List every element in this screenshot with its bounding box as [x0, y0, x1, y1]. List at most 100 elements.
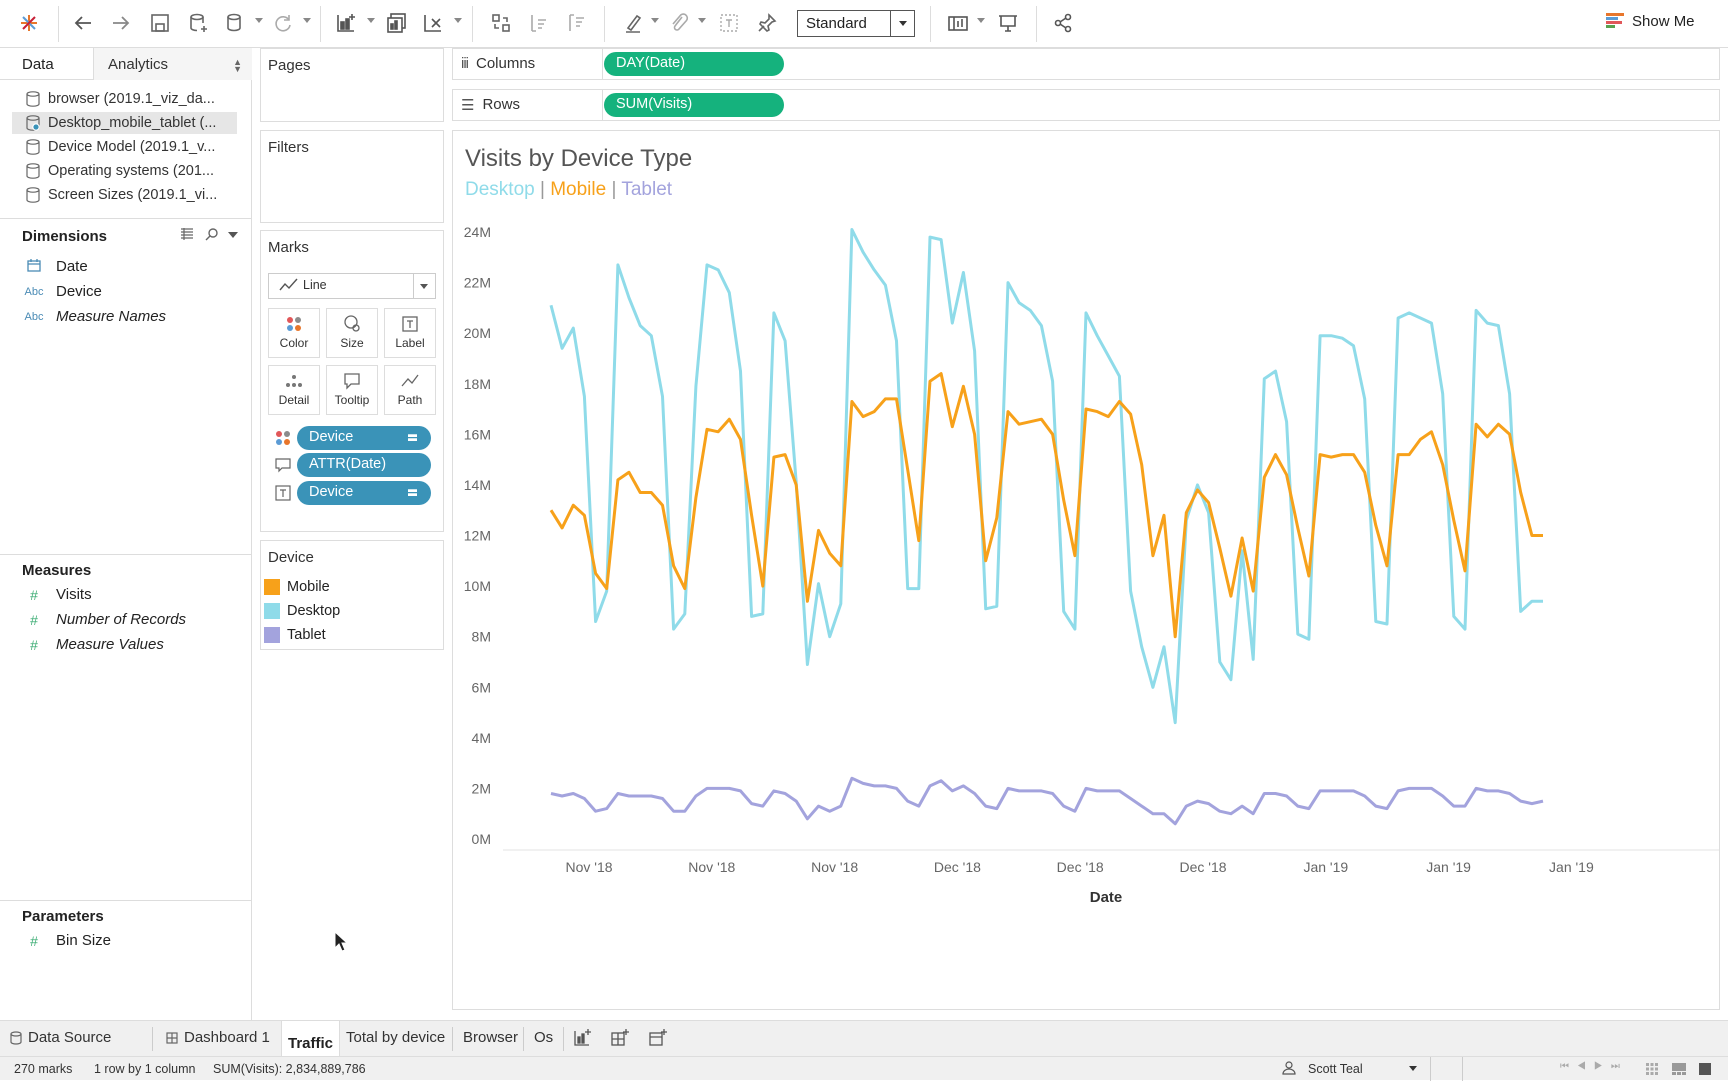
tab-analytics[interactable]: Analytics ▲ ▼: [94, 48, 252, 80]
swap-rows-columns-icon[interactable]: [488, 10, 514, 36]
save-icon[interactable]: [147, 10, 173, 36]
tooltip-label: Tooltip: [334, 393, 370, 407]
measure-field[interactable]: # Measure Values: [24, 636, 164, 653]
filters-card[interactable]: Filters: [260, 130, 444, 223]
fit-select-value: Standard: [806, 15, 867, 32]
user-icon: [1282, 1061, 1296, 1078]
filmstrip-icon[interactable]: [1671, 1062, 1687, 1079]
new-worksheet-icon[interactable]: [333, 10, 359, 36]
tooltip-encoding-icon: [275, 458, 291, 477]
group-members-icon[interactable]: [666, 10, 692, 36]
sort-descending-icon[interactable]: [564, 10, 590, 36]
series-line-desktop[interactable]: [549, 228, 1543, 725]
x-tick-label: Dec '18: [1057, 859, 1104, 875]
calendar-icon: [24, 258, 44, 275]
measure-field[interactable]: # Number of Records: [24, 611, 186, 628]
path-button[interactable]: Path: [384, 365, 436, 415]
fix-axes-icon[interactable]: [754, 10, 780, 36]
show-mark-labels-icon[interactable]: [716, 10, 742, 36]
tabs-view-icon[interactable]: [1698, 1062, 1712, 1079]
refresh-icon[interactable]: [270, 10, 296, 36]
string-type-icon: Abc: [24, 310, 44, 323]
data-source-item[interactable]: browser (2019.1_viz_da...: [12, 88, 237, 110]
dimension-field[interactable]: Date: [24, 258, 88, 275]
presentation-mode-icon[interactable]: [995, 10, 1021, 36]
detail-button[interactable]: Detail: [268, 365, 320, 415]
view-list-icon[interactable]: [180, 227, 194, 241]
viz-area[interactable]: Visits by Device Type Desktop | Mobile |…: [452, 130, 1720, 1010]
mouse-cursor-icon: [334, 930, 349, 956]
user-menu-caret-icon[interactable]: [1409, 1066, 1417, 1071]
sort-ascending-icon[interactable]: [526, 10, 552, 36]
y-tick-label: 0M: [472, 831, 491, 847]
clear-sheet-icon[interactable]: [420, 10, 446, 36]
show-me-button[interactable]: Show Me: [1606, 12, 1695, 30]
columns-pill-day-date[interactable]: DAY(Date): [604, 52, 784, 76]
color-button[interactable]: Color: [268, 308, 320, 358]
new-worksheet-tab-icon[interactable]: [573, 1028, 593, 1051]
measures-title: Measures: [22, 562, 92, 579]
legend-swatch: [264, 603, 280, 619]
pause-updates-icon[interactable]: [222, 10, 248, 36]
data-source-item[interactable]: Operating systems (201...: [12, 160, 237, 182]
tab-data[interactable]: Data: [0, 48, 94, 80]
parameter-field[interactable]: # Bin Size: [24, 932, 111, 949]
measure-label: Visits: [56, 586, 92, 603]
rows-shelf[interactable]: ☰ Rows SUM(Visits): [452, 89, 1720, 121]
mark-type-select[interactable]: Line: [268, 273, 436, 299]
size-label: Size: [340, 336, 364, 350]
data-source-item[interactable]: Device Model (2019.1_v...: [12, 136, 237, 158]
data-source-label: browser (2019.1_viz_da...: [48, 91, 215, 107]
dimensions-menu-caret-icon[interactable]: [228, 232, 238, 238]
tab-os[interactable]: Os: [534, 1029, 553, 1046]
duplicate-sheet-icon[interactable]: [384, 10, 410, 36]
size-button[interactable]: Size: [326, 308, 378, 358]
tableau-logo-icon[interactable]: [16, 10, 42, 36]
undo-icon[interactable]: [70, 10, 96, 36]
share-icon[interactable]: [1050, 10, 1076, 36]
tab-traffic[interactable]: Traffic: [281, 1021, 341, 1057]
label-button[interactable]: Label: [384, 308, 436, 358]
measure-field[interactable]: # Visits: [24, 586, 92, 603]
tab-dashboard-1[interactable]: Dashboard 1: [166, 1029, 270, 1046]
dimension-field[interactable]: Abc Device: [24, 283, 102, 300]
series-line-tablet[interactable]: [550, 776, 1544, 826]
highlight-icon[interactable]: [620, 10, 646, 36]
tab-total-by-device[interactable]: Total by device: [346, 1029, 445, 1046]
marks-pill-label-device[interactable]: Device ▬ ▬: [297, 481, 431, 505]
line-chart[interactable]: 0M 2M 4M 6M 8M 10M 12M 14M 16M 18M 20M 22M 24M Nov '1…: [453, 131, 1719, 1009]
rows-pill-sum-visits[interactable]: SUM(Visits): [604, 93, 784, 117]
data-source-label: Device Model (2019.1_v...: [48, 139, 216, 155]
subtitle-part: Tablet: [621, 179, 673, 200]
sheet-navigation-icon[interactable]: ⏮◀▶⏭: [1560, 1061, 1628, 1072]
data-source-tab[interactable]: Data Source: [10, 1029, 111, 1046]
data-source-item[interactable]: Screen Sizes (2019.1_vi...: [12, 184, 237, 206]
data-source-label: Data Source: [28, 1029, 112, 1046]
fit-select[interactable]: Standard: [797, 10, 915, 37]
path-label: Path: [397, 393, 423, 407]
legend-item[interactable]: Desktop: [264, 603, 340, 619]
database-icon: [26, 187, 40, 203]
y-tick-label: 22M: [464, 275, 491, 291]
data-source-item[interactable]: Desktop_mobile_tablet (...: [12, 112, 237, 134]
dimension-field[interactable]: Abc Measure Names: [24, 308, 167, 325]
marks-card-title: Marks: [268, 239, 309, 256]
marks-pill-color-device[interactable]: Device ▬ ▬: [297, 426, 431, 450]
legend-item[interactable]: Mobile: [264, 579, 330, 595]
search-icon[interactable]: [205, 227, 219, 241]
tooltip-button[interactable]: Tooltip: [326, 365, 378, 415]
redo-icon[interactable]: [108, 10, 134, 36]
new-data-source-icon[interactable]: [185, 10, 211, 36]
columns-shelf[interactable]: iii Columns DAY(Date): [452, 48, 1720, 80]
series-line-mobile[interactable]: [549, 372, 1543, 639]
legend-item[interactable]: Tablet: [264, 627, 326, 643]
sheet-sorter-icon[interactable]: [1645, 1062, 1659, 1079]
status-user[interactable]: Scott Teal: [1308, 1062, 1363, 1076]
show-hide-cards-icon[interactable]: [945, 10, 971, 36]
new-story-tab-icon[interactable]: [648, 1028, 668, 1051]
marks-pill-tooltip-date[interactable]: ATTR(Date): [297, 453, 431, 477]
tab-browser[interactable]: Browser: [463, 1029, 518, 1046]
new-dashboard-tab-icon[interactable]: [610, 1028, 630, 1051]
pages-card[interactable]: Pages: [260, 48, 444, 122]
data-source-label: Operating systems (201...: [48, 163, 215, 179]
